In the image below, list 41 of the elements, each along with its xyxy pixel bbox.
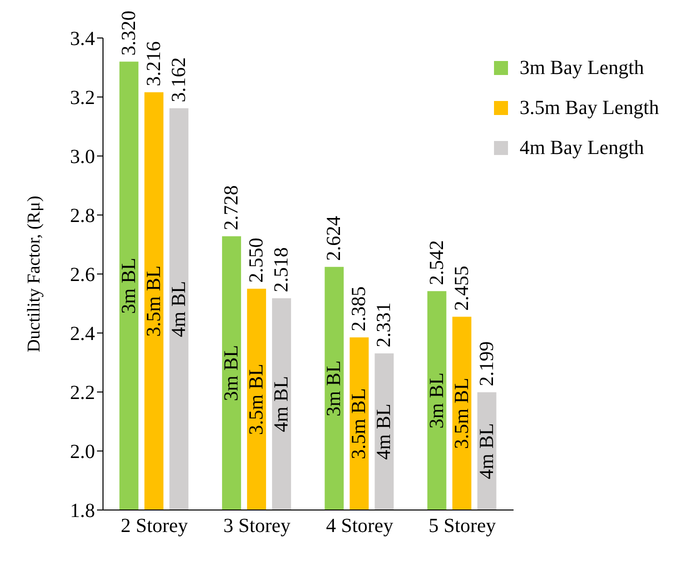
annotation: 4m BL	[270, 376, 293, 432]
y-tick-label: 2.2	[70, 382, 95, 404]
annotation: 3.5m BL	[450, 378, 473, 449]
y-tick-label: 3.2	[70, 87, 95, 110]
y-tick-label: 2.4	[70, 323, 95, 346]
x-tick-label: 5 Storey	[428, 515, 496, 538]
annotation: 3.5m BL	[348, 388, 370, 460]
annotation: 4m BL	[168, 281, 190, 338]
annotation: 3m BL	[220, 345, 243, 402]
y-axis-title: Ductility Factor, (Rμ)	[23, 196, 44, 352]
annotation: 3m BL	[118, 258, 140, 314]
data-label: 2.455	[450, 266, 473, 311]
y-tick-label: 3.0	[70, 146, 95, 168]
data-label: 3.162	[168, 57, 190, 102]
x-tick-label: 4 Storey	[326, 515, 394, 538]
y-tick-label: 3.4	[70, 28, 95, 50]
data-label: 2.728	[220, 185, 243, 230]
data-label: 2.385	[348, 286, 370, 332]
legend-label: 3.5m Bay Length	[520, 96, 659, 121]
data-label: 2.542	[426, 240, 448, 286]
y-tick-label: 2.0	[70, 441, 95, 464]
annotation: 3m BL	[426, 372, 448, 429]
data-label: 2.331	[373, 302, 396, 348]
data-label: 3.216	[142, 41, 165, 86]
data-label: 2.624	[323, 216, 346, 261]
legend-label: 4m Bay Length	[520, 136, 644, 161]
data-label: 2.518	[270, 247, 293, 292]
y-tick-label: 1.8	[70, 500, 95, 522]
annotation: 3m BL	[323, 360, 346, 417]
legend-label: 3m Bay Length	[520, 56, 644, 81]
x-tick-label: 2 Storey	[120, 515, 188, 538]
annotation: 3.5m BL	[142, 266, 165, 337]
annotation: 3.5m BL	[246, 364, 268, 435]
y-tick-label: 2.6	[70, 264, 95, 286]
data-label: 2.550	[246, 238, 268, 283]
data-label: 3.320	[118, 10, 140, 56]
y-tick-label: 2.8	[70, 205, 95, 228]
annotation: 4m BL	[476, 423, 498, 480]
data-label: 2.199	[476, 341, 498, 386]
x-tick-label: 3 Storey	[223, 515, 291, 538]
annotation: 4m BL	[373, 404, 396, 460]
